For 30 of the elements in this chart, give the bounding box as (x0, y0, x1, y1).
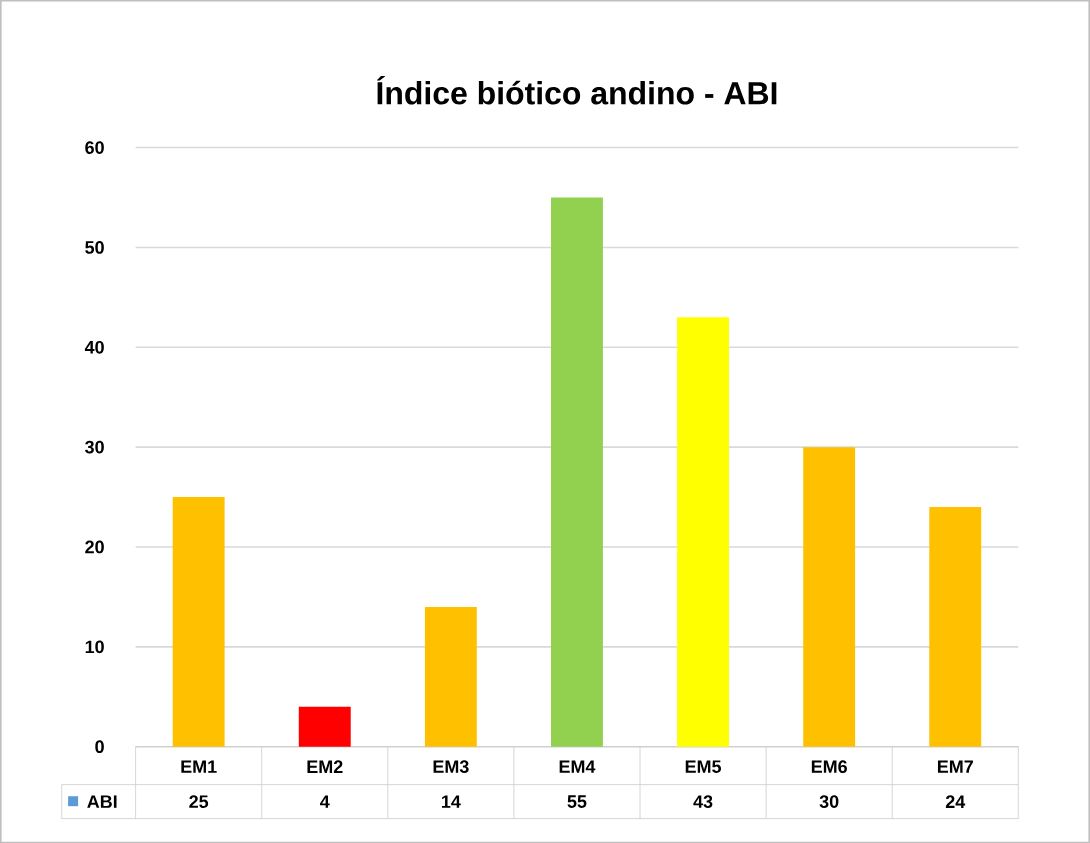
x-tick-label: EM2 (307, 760, 343, 773)
x-tick-label: EM4 (559, 760, 596, 773)
data-label: 25 (189, 795, 209, 808)
data-label: 4 (320, 795, 330, 808)
bar (803, 446, 856, 747)
x-tick-label: EM1 (181, 760, 217, 773)
bar (929, 506, 982, 747)
bar (172, 496, 225, 747)
data-label: 14 (441, 795, 461, 808)
x-tick-label: EM3 (433, 760, 469, 773)
y-tick-label: 50 (85, 240, 104, 254)
y-tick-label: 60 (85, 141, 104, 154)
y-tick-label: 40 (84, 340, 104, 354)
bar (677, 317, 730, 747)
y-tick-label: 20 (85, 540, 104, 554)
x-tick-label: EM5 (685, 760, 722, 773)
x-tick-label: EM6 (811, 760, 847, 773)
y-tick-label: 0 (95, 740, 104, 753)
bar (298, 706, 351, 747)
data-label: 43 (693, 795, 713, 808)
bar (424, 606, 477, 747)
data-label: 30 (819, 795, 839, 808)
chart-title: Índice biótico andino - ABI (377, 75, 777, 105)
y-tick-label: 10 (85, 640, 104, 654)
bar (551, 197, 603, 747)
y-tick-label: 30 (85, 440, 104, 454)
data-label: 55 (567, 795, 587, 808)
text: ABI (87, 795, 117, 808)
data-label: 24 (945, 795, 966, 808)
x-tick-label: EM7 (937, 760, 973, 773)
